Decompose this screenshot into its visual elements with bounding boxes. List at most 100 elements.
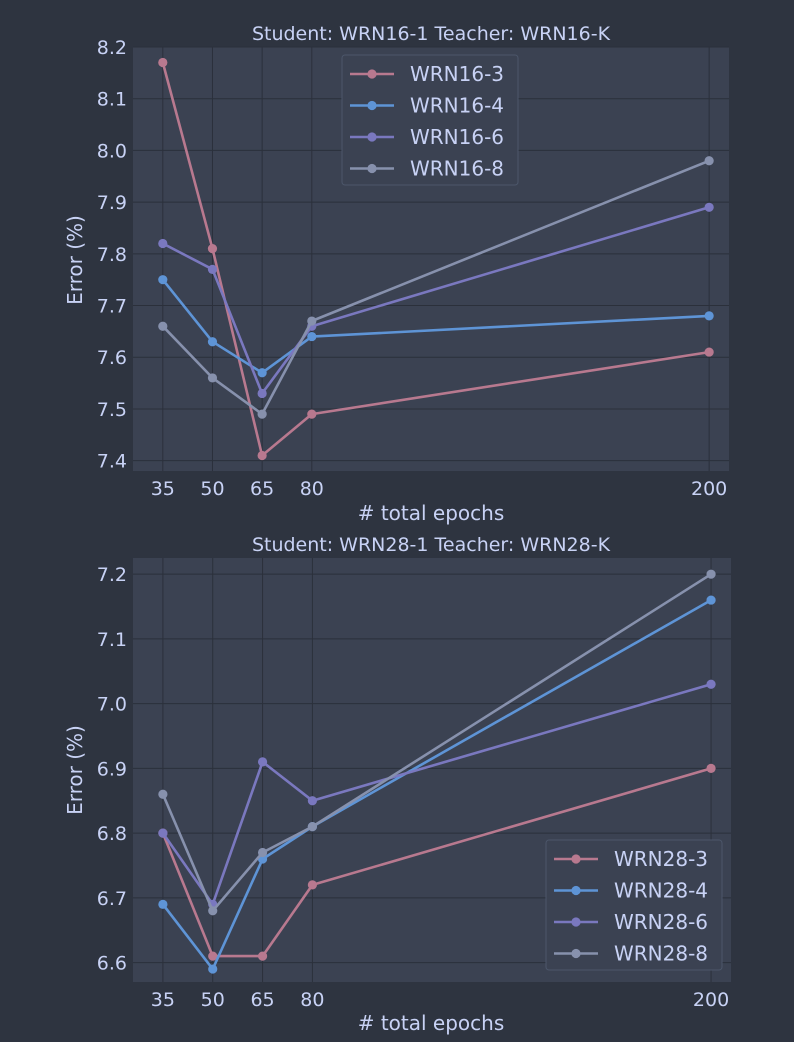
- data-point: [307, 331, 317, 342]
- x-tick-label: 200: [693, 989, 729, 1011]
- legend-marker: [571, 948, 581, 959]
- legend-label: WRN16-4: [410, 94, 504, 118]
- series-wrn16-3: [158, 57, 714, 461]
- x-tick-label: 200: [691, 478, 727, 500]
- legend-label: WRN16-3: [410, 62, 504, 86]
- data-point: [704, 202, 714, 212]
- data-point: [706, 763, 716, 773]
- legend: WRN16-3 WRN16-4 WRN16-6 WRN16-8: [341, 54, 519, 186]
- data-point: [257, 951, 268, 961]
- y-tick-label: 6.9: [97, 758, 127, 780]
- x-axis-label: # total epochs: [358, 1011, 505, 1035]
- y-tick-label: 8.0: [97, 140, 127, 162]
- data-point: [704, 347, 714, 357]
- y-tick-label: 6.8: [97, 823, 127, 845]
- legend-item: WRN16-3: [350, 62, 504, 86]
- x-axis-label: # total epochs: [358, 501, 505, 525]
- data-point: [158, 899, 168, 909]
- chart-title: Student: WRN28-1 Teacher: WRN28-K: [252, 534, 611, 556]
- legend-item: WRN28-4: [554, 879, 708, 903]
- data-point: [257, 388, 267, 399]
- legend-label: WRN28-4: [614, 879, 708, 903]
- y-tick-label: 7.9: [97, 192, 127, 214]
- legend-label: WRN28-3: [614, 847, 708, 871]
- legend-marker: [367, 132, 377, 142]
- data-point: [158, 789, 168, 799]
- y-tick-label: 8.2: [97, 37, 127, 59]
- y-tick-label: 8.1: [97, 89, 127, 111]
- data-point: [257, 450, 267, 461]
- data-point: [208, 906, 218, 916]
- y-axis-label: Error (%): [63, 215, 87, 305]
- x-tick-label: 50: [200, 478, 224, 500]
- data-point: [158, 321, 168, 331]
- data-point: [158, 57, 168, 68]
- data-point: [207, 337, 218, 347]
- x-tick-label: 50: [201, 989, 225, 1011]
- legend-marker: [367, 100, 377, 111]
- legend-item: WRN28-8: [554, 942, 708, 966]
- legend-item: WRN16-6: [350, 125, 504, 149]
- y-tick-label: 7.0: [97, 694, 127, 716]
- x-tick-label: 35: [151, 478, 175, 500]
- data-point: [158, 828, 168, 838]
- legend: WRN28-3 WRN28-4 WRN28-6 WRN28-8: [545, 839, 723, 971]
- data-point: [257, 757, 268, 767]
- y-tick-label: 7.8: [97, 244, 127, 266]
- data-point: [208, 951, 218, 961]
- chart-title: Student: WRN16-1 Teacher: WRN16-K: [252, 23, 611, 45]
- x-tick-label: 80: [300, 989, 324, 1011]
- x-tick-label: 35: [151, 989, 175, 1011]
- legend-marker: [571, 885, 581, 896]
- data-point: [158, 275, 168, 285]
- legend-item: WRN16-8: [350, 157, 504, 181]
- chart-top: Student: WRN16-1 Teacher: WRN16-K # tota…: [63, 23, 729, 525]
- data-point: [704, 156, 714, 166]
- data-point: [706, 595, 716, 605]
- legend-marker: [571, 854, 581, 864]
- data-point: [158, 238, 168, 249]
- data-point: [257, 409, 267, 419]
- legend-label: WRN16-6: [410, 125, 504, 149]
- y-tick-label: 6.6: [97, 953, 127, 975]
- legend-label: WRN28-6: [614, 910, 708, 934]
- legend-label: WRN16-8: [410, 157, 504, 181]
- series-wrn16-6: [158, 202, 714, 399]
- legend-item: WRN16-4: [350, 94, 504, 118]
- data-point: [257, 847, 268, 858]
- data-point: [307, 880, 317, 890]
- legend-box: [341, 54, 519, 186]
- data-point: [207, 244, 218, 254]
- gridlines: [133, 46, 729, 471]
- data-point: [706, 679, 716, 689]
- y-tick-label: 7.5: [97, 399, 127, 421]
- data-point: [704, 311, 714, 321]
- series-wrn28-8: [158, 569, 716, 916]
- y-tick-label: 7.7: [97, 296, 127, 318]
- data-point: [307, 316, 317, 326]
- x-tick-label: 65: [250, 478, 274, 500]
- data-point: [257, 368, 267, 378]
- legend-marker: [367, 163, 377, 174]
- data-point: [207, 373, 218, 383]
- series-wrn16-8: [158, 156, 714, 419]
- y-tick-label: 7.4: [97, 451, 127, 473]
- x-tick-label: 65: [250, 989, 274, 1011]
- y-tick-label: 7.1: [97, 629, 127, 651]
- y-tick-label: 7.2: [97, 564, 127, 586]
- legend-marker: [571, 917, 581, 927]
- data-point: [208, 964, 218, 974]
- data-point: [307, 822, 317, 832]
- y-axis-label: Error (%): [63, 725, 87, 815]
- x-tick-label: 80: [300, 478, 324, 500]
- legend-box: [545, 839, 723, 971]
- data-point: [706, 569, 716, 579]
- y-tick-label: 6.7: [97, 888, 127, 910]
- legend-label: WRN28-8: [614, 942, 708, 966]
- legend-marker: [367, 69, 377, 79]
- y-tick-label: 7.6: [97, 347, 127, 369]
- data-point: [207, 264, 218, 274]
- data-point: [307, 796, 317, 806]
- data-point: [307, 409, 317, 419]
